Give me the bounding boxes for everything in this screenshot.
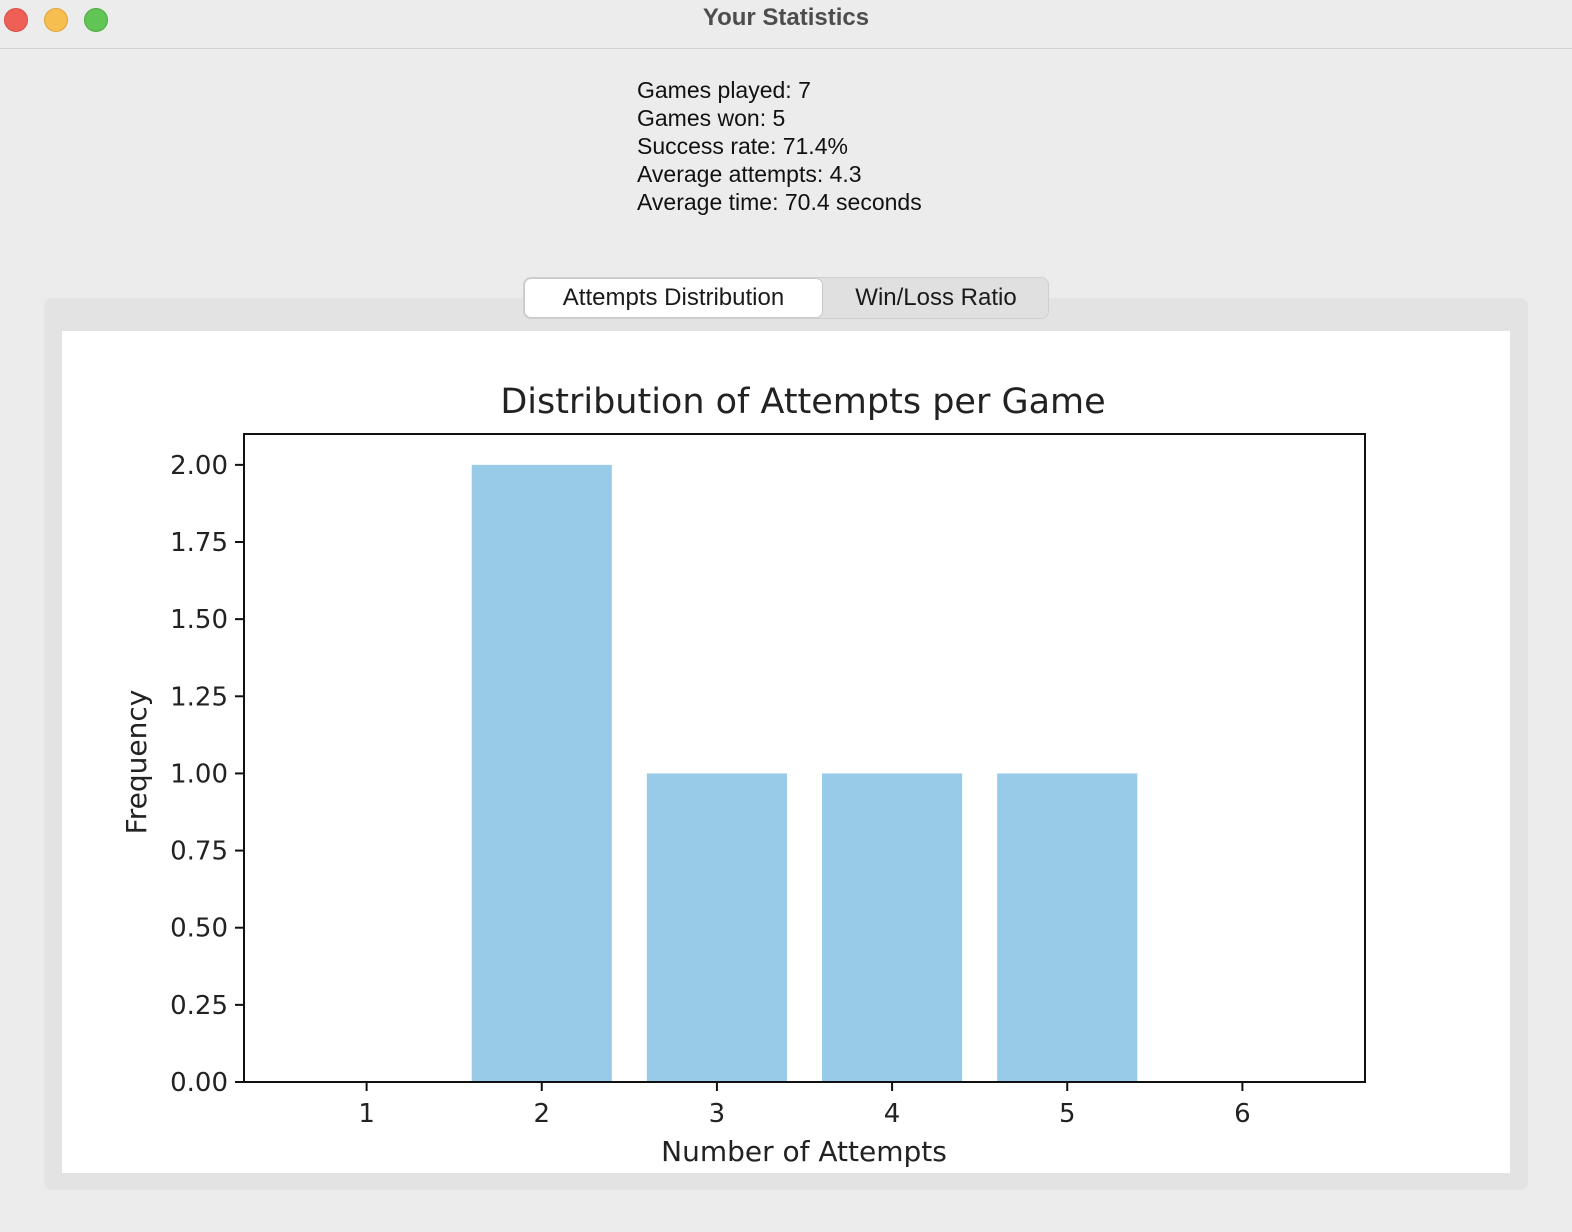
bar-attempts-3: [646, 773, 787, 1082]
y-tick-label: 1.00: [170, 759, 228, 789]
y-tick-label: 1.50: [170, 605, 228, 635]
x-axis-label: Number of Attempts: [661, 1135, 947, 1168]
y-tick-label: 2.00: [170, 451, 228, 481]
x-tick-label: 1: [358, 1099, 375, 1129]
x-tick-label: 5: [1059, 1099, 1076, 1129]
window-title: Your Statistics: [702, 4, 870, 31]
tab-bar: Attempts Distribution Win/Loss Ratio: [523, 277, 1049, 319]
bar-attempts-5: [997, 773, 1138, 1082]
y-tick-label: 0.50: [170, 914, 228, 944]
tab-attempts-distribution[interactable]: Attempts Distribution: [525, 279, 822, 317]
y-axis-label: Frequency: [120, 690, 153, 835]
games-played-text: Games played: 7: [637, 77, 811, 103]
x-tick-label: 3: [709, 1099, 726, 1129]
attempts-distribution-chart: Distribution of Attempts per Game 0.00 0.…: [120, 382, 1366, 1168]
y-tick-label: 0.25: [170, 991, 228, 1021]
stats-summary: Games played: 7 Games won: 5 Success rat…: [637, 76, 922, 216]
games-won-text: Games won: 5: [637, 105, 786, 131]
minimize-window-button[interactable]: [44, 8, 68, 32]
y-tick-label: 0.00: [170, 1068, 228, 1098]
title-bar: Your Statistics: [0, 0, 1572, 49]
x-tick-label: 4: [884, 1099, 901, 1129]
tab-win-loss-ratio[interactable]: Win/Loss Ratio: [855, 284, 1017, 311]
success-rate-text: Success rate: 71.4%: [637, 133, 848, 159]
close-window-button[interactable]: [4, 8, 28, 32]
x-tick-label: 2: [533, 1099, 550, 1129]
average-time-text: Average time: 70.4 seconds: [637, 189, 922, 215]
bar-attempts-4: [822, 773, 963, 1082]
bar-attempts-2: [471, 464, 612, 1082]
y-tick-label: 0.75: [170, 837, 228, 867]
average-attempts-text: Average attempts: 4.3: [637, 161, 862, 187]
chart-canvas: Distribution of Attempts per Game 0.00 0.…: [62, 331, 1510, 1173]
maximize-window-button[interactable]: [84, 8, 108, 32]
y-tick-label: 1.75: [170, 528, 228, 558]
chart-title: Distribution of Attempts per Game: [500, 382, 1105, 422]
y-tick-label: 1.25: [170, 682, 228, 712]
plot-frame: [243, 433, 1366, 1083]
x-tick-label: 6: [1234, 1099, 1251, 1129]
